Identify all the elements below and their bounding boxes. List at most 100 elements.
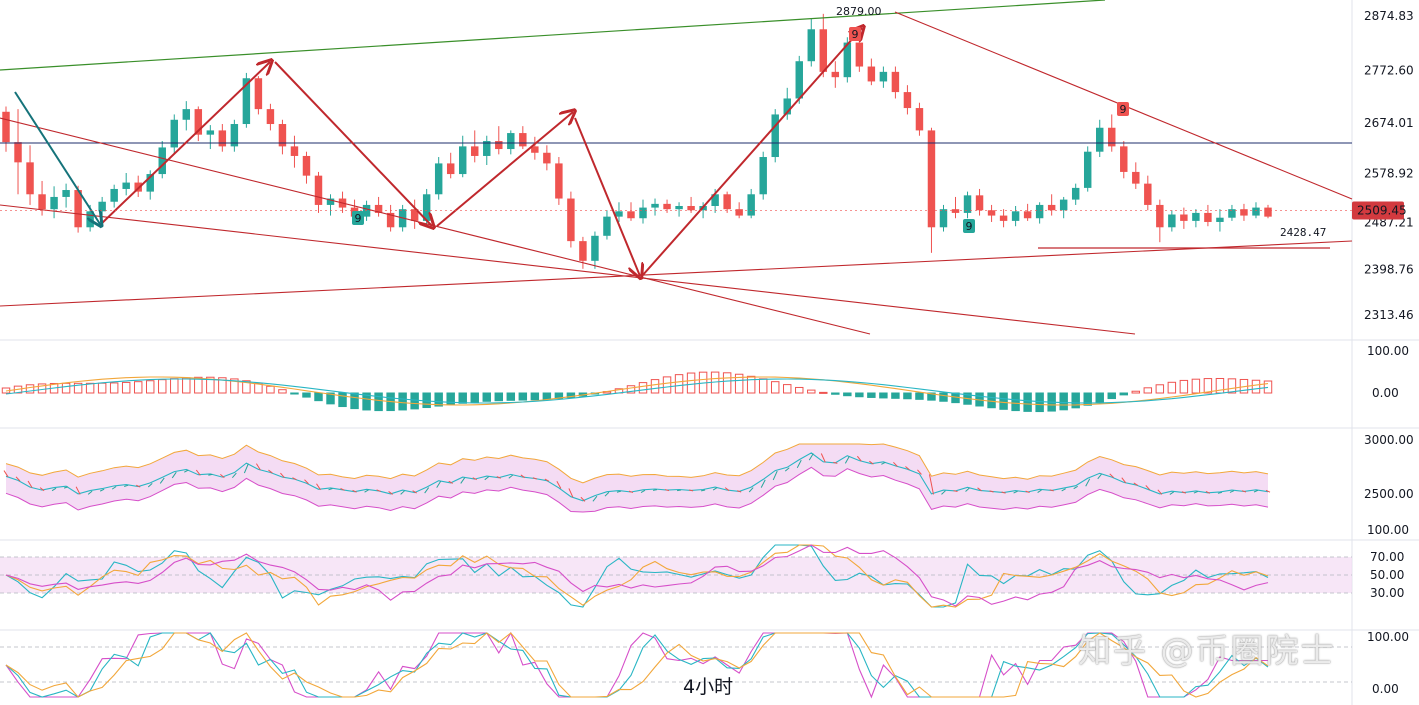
boll-lower-line	[5, 466, 1269, 513]
macd-histogram-bar	[266, 385, 275, 394]
boll-price-mark	[268, 469, 273, 474]
boll-mid-line	[5, 452, 1269, 502]
boll-price-mark	[280, 472, 285, 479]
boll-price-mark	[640, 489, 646, 493]
candle-body	[555, 163, 563, 199]
boll-price-mark	[664, 489, 670, 492]
price-tick-label: 2772.60	[1364, 63, 1414, 77]
boll-price-mark	[135, 484, 141, 488]
candle-body	[302, 155, 311, 176]
boll-price-mark	[124, 484, 129, 487]
boll-price-mark	[1121, 477, 1127, 484]
macd-histogram-bar	[758, 378, 768, 394]
wave-arrow	[436, 112, 573, 227]
macd-histogram-bar	[97, 382, 107, 394]
macd-histogram-bar	[1035, 392, 1044, 413]
boll-tick-label: 2500.00	[1364, 487, 1414, 501]
candle-body	[74, 190, 82, 228]
boll-price-mark	[484, 476, 490, 481]
boll-price-mark	[652, 489, 658, 491]
boll-price-mark	[712, 487, 718, 491]
candle-body	[386, 212, 395, 228]
macd-histogram-bar	[1083, 392, 1092, 406]
candle-body	[759, 157, 767, 195]
candle-body	[783, 98, 791, 115]
boll-price-mark	[760, 479, 766, 488]
wave-arrow	[641, 28, 862, 277]
candle-body	[290, 146, 299, 156]
candle-body	[1180, 214, 1188, 221]
macd-histogram-bar	[230, 378, 239, 394]
boll-price-mark	[1037, 489, 1042, 493]
macd-histogram-bar	[1155, 384, 1165, 394]
kdj-tick-label: 100.00	[1367, 630, 1409, 644]
boll-upper-line	[5, 443, 1269, 484]
candle-body	[326, 198, 335, 205]
macd-histogram-bar	[1023, 392, 1032, 412]
candle-body	[38, 194, 46, 210]
candle-body	[963, 195, 972, 213]
wave-arrow	[274, 61, 432, 226]
macd-histogram-bar	[879, 392, 888, 399]
candle-body	[855, 42, 864, 67]
candle-body	[915, 108, 924, 131]
candle-body	[843, 42, 852, 78]
macd-histogram-bar	[1167, 381, 1177, 394]
candle-body	[603, 216, 611, 236]
macd-histogram-bar	[121, 381, 131, 394]
macd-histogram-bar	[362, 392, 371, 411]
boll-price-mark	[628, 490, 634, 494]
rsi-tick-label: 70.00	[1370, 550, 1404, 564]
macd-histogram-bar	[133, 381, 143, 394]
boll-price-mark	[1109, 473, 1115, 479]
macd-histogram-bar	[146, 380, 155, 394]
boll-price-mark	[905, 466, 910, 471]
macd-histogram-bar	[1059, 392, 1068, 411]
macd-histogram-bar	[182, 377, 191, 394]
current-price-label: 2509.45	[1357, 204, 1407, 218]
current-price-badge	[1352, 201, 1404, 220]
rsi-fast-line	[5, 544, 1269, 608]
kdj-d-line	[5, 632, 1269, 698]
boll-price-mark	[1097, 473, 1103, 480]
boll-price-mark	[508, 474, 514, 479]
wave-arrow	[14, 91, 100, 224]
boll-price-mark	[808, 453, 814, 461]
boll-price-mark	[292, 477, 297, 481]
candle-body	[230, 124, 239, 147]
candle-body	[314, 175, 323, 205]
boll-price-mark	[917, 469, 922, 475]
candle-body	[1047, 204, 1056, 211]
macd-dif-line	[5, 378, 1269, 404]
macd-histogram-bar	[638, 382, 648, 394]
boll-price-mark	[304, 479, 309, 485]
candle-body	[62, 190, 70, 197]
boll-price-mark	[1133, 482, 1139, 486]
macd-histogram-bar	[1263, 380, 1273, 394]
boll-price-mark	[75, 486, 81, 495]
boll-price-mark	[436, 480, 442, 488]
candle-body	[110, 188, 118, 202]
boll-price-mark	[580, 496, 586, 502]
candle-body	[266, 109, 275, 125]
macd-histogram-bar	[650, 379, 660, 394]
rsi-mid-line	[5, 544, 1269, 608]
boll-price-mark	[1145, 485, 1151, 491]
macd-tick-label: 0.00	[1372, 386, 1399, 400]
candle-body	[1023, 211, 1032, 219]
td-marker-label: 9	[1120, 103, 1127, 116]
trend-line	[0, 240, 1353, 307]
td-marker-label: 9	[355, 212, 362, 225]
kdj-j-line	[5, 631, 1268, 699]
candle-body	[579, 241, 587, 261]
boll-price-mark	[400, 490, 405, 495]
channel-upper-line	[0, 0, 1106, 71]
candle-body	[1228, 209, 1236, 218]
boll-price-mark	[51, 487, 57, 492]
candle-body	[446, 163, 455, 175]
macd-histogram-bar	[903, 392, 912, 400]
macd-histogram-bar	[1251, 379, 1261, 394]
candle-body	[2, 111, 10, 143]
kdj-tick-label: 0.00	[1372, 682, 1399, 696]
